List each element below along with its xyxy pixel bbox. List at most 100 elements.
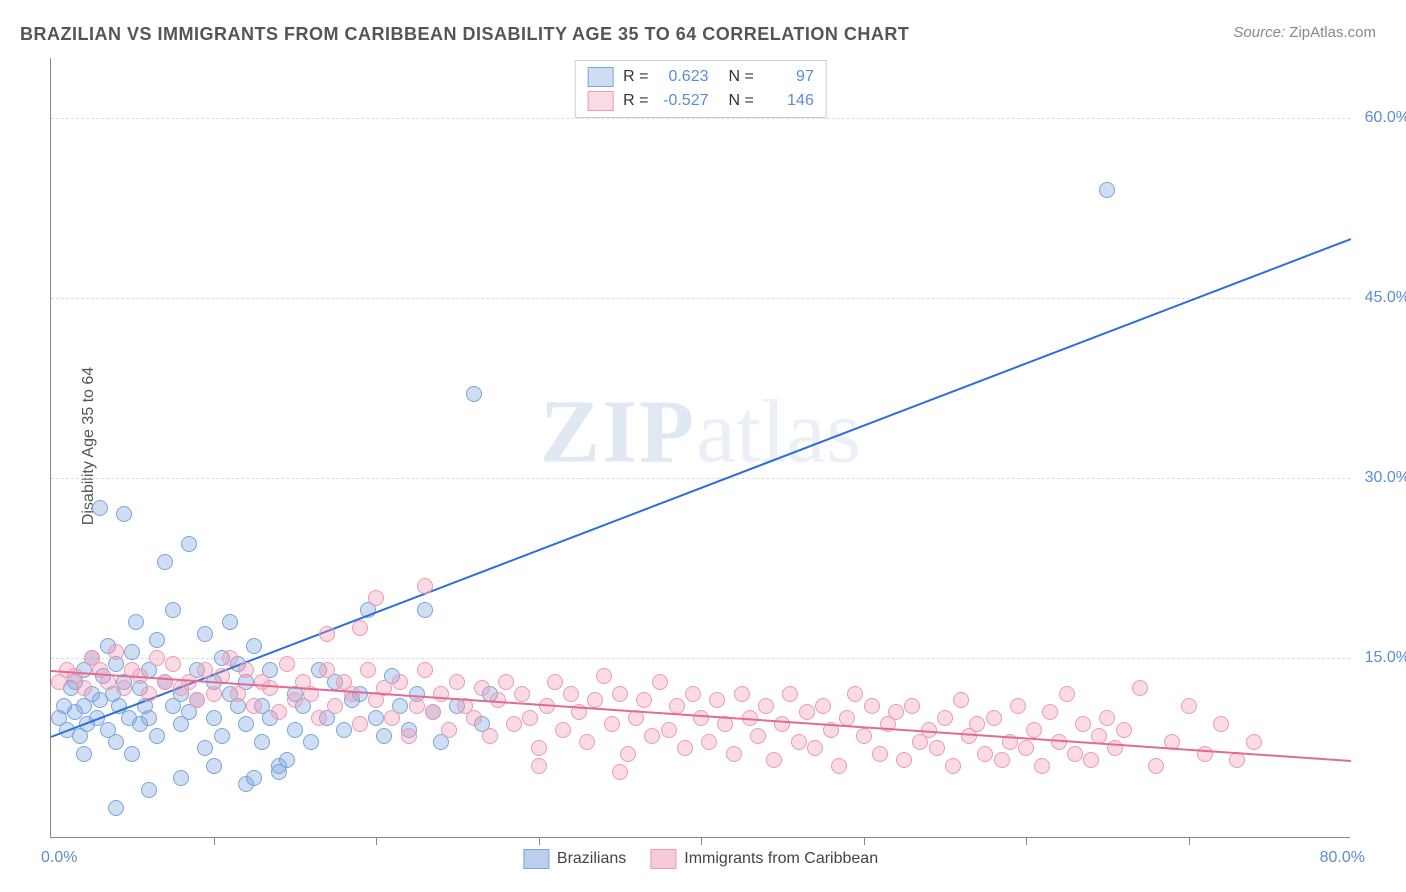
legend-swatch [650, 849, 676, 869]
data-point [482, 728, 498, 744]
data-point [230, 686, 246, 702]
data-point [636, 692, 652, 708]
data-point [238, 662, 254, 678]
data-point [531, 758, 547, 774]
data-point [693, 710, 709, 726]
data-point [352, 716, 368, 732]
data-point [839, 710, 855, 726]
data-point [864, 698, 880, 714]
data-point [750, 728, 766, 744]
data-point [1059, 686, 1075, 702]
data-point [474, 680, 490, 696]
data-point [222, 614, 238, 630]
series-swatch [587, 91, 613, 111]
data-point [384, 710, 400, 726]
legend-item: Immigrants from Caribbean [650, 849, 878, 869]
data-point [149, 650, 165, 666]
data-point [677, 740, 693, 756]
data-point [214, 728, 230, 744]
n-label: N = [729, 89, 754, 113]
data-point [831, 758, 847, 774]
data-point [376, 728, 392, 744]
data-point [1148, 758, 1164, 774]
legend-label: Immigrants from Caribbean [684, 850, 878, 868]
data-point [799, 704, 815, 720]
data-point [173, 770, 189, 786]
source-name: ZipAtlas.com [1289, 24, 1376, 41]
data-point [352, 620, 368, 636]
stats-row: R =-0.527N =146 [587, 89, 814, 113]
watermark-zip: ZIP [540, 382, 696, 481]
data-point [498, 674, 514, 690]
data-point [149, 632, 165, 648]
legend-item: Brazilians [523, 849, 626, 869]
data-point [1099, 182, 1115, 198]
data-point [417, 578, 433, 594]
data-point [734, 686, 750, 702]
data-point [596, 668, 612, 684]
chart-title: BRAZILIAN VS IMMIGRANTS FROM CARIBBEAN D… [20, 24, 909, 45]
n-value: 146 [764, 89, 814, 113]
data-point [425, 704, 441, 720]
data-point [222, 650, 238, 666]
data-point [1132, 680, 1148, 696]
data-point [969, 716, 985, 732]
data-point [1197, 746, 1213, 762]
data-point [514, 686, 530, 702]
data-point [929, 740, 945, 756]
data-point [644, 728, 660, 744]
data-point [587, 692, 603, 708]
data-point [108, 734, 124, 750]
data-point [206, 686, 222, 702]
data-point [1213, 716, 1229, 732]
data-point [246, 638, 262, 654]
data-point [76, 746, 92, 762]
data-point [417, 602, 433, 618]
data-point [547, 674, 563, 690]
data-point [896, 752, 912, 768]
data-point [791, 734, 807, 750]
gridline [51, 298, 1350, 299]
data-point [141, 782, 157, 798]
data-point [1075, 716, 1091, 732]
data-point [197, 740, 213, 756]
data-point [368, 590, 384, 606]
data-point [758, 698, 774, 714]
data-point [181, 536, 197, 552]
x-tick [376, 837, 377, 845]
legend-swatch [523, 849, 549, 869]
legend-label: Brazilians [557, 850, 626, 868]
data-point [238, 776, 254, 792]
data-point [726, 746, 742, 762]
data-point [555, 722, 571, 738]
data-point [1026, 722, 1042, 738]
watermark: ZIPatlas [540, 380, 861, 483]
data-point [531, 740, 547, 756]
data-point [108, 800, 124, 816]
data-point [360, 662, 376, 678]
data-point [945, 758, 961, 774]
data-point [815, 698, 831, 714]
data-point [271, 704, 287, 720]
data-point [116, 680, 132, 696]
data-point [128, 614, 144, 630]
data-point [847, 686, 863, 702]
data-point [336, 722, 352, 738]
data-point [709, 692, 725, 708]
data-point [1099, 710, 1115, 726]
data-point [612, 686, 628, 702]
data-point [165, 602, 181, 618]
data-point [1083, 752, 1099, 768]
data-point [368, 710, 384, 726]
data-point [76, 680, 92, 696]
data-point [197, 626, 213, 642]
data-point [433, 686, 449, 702]
x-tick [539, 837, 540, 845]
data-point [774, 716, 790, 732]
data-point [92, 500, 108, 516]
r-value: 0.623 [659, 65, 709, 89]
data-point [449, 674, 465, 690]
data-point [953, 692, 969, 708]
data-point [685, 686, 701, 702]
data-point [1018, 740, 1034, 756]
